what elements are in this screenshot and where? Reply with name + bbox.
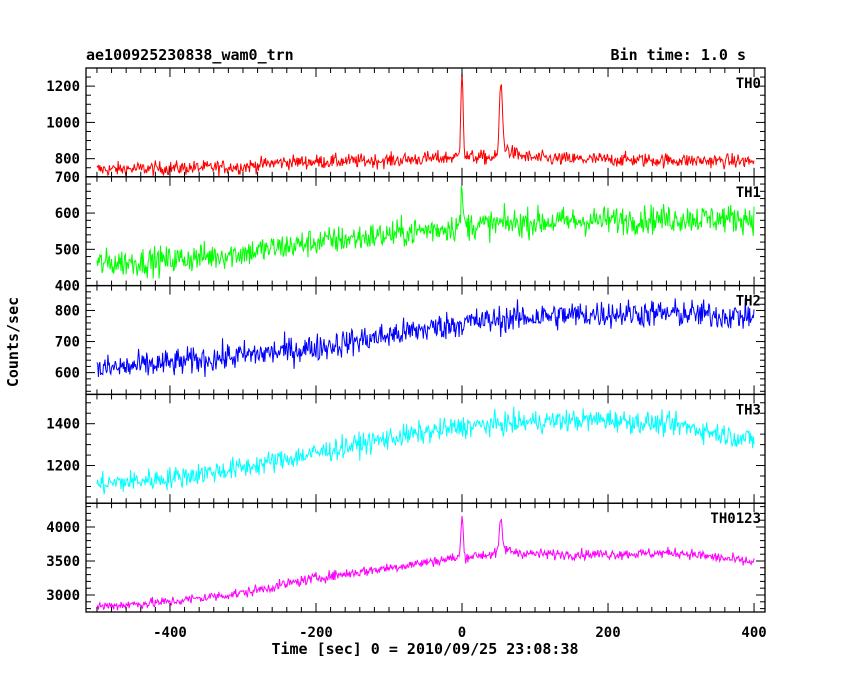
y-tick-label: 500 <box>55 242 80 258</box>
panel-label-th3: TH3 <box>736 402 761 418</box>
series-line-th3 <box>96 406 755 495</box>
y-tick-label: 700 <box>55 335 80 351</box>
y-tick-label: 600 <box>55 206 80 222</box>
y-tick-label: 1000 <box>46 115 80 131</box>
y-tick-label: 1200 <box>46 459 80 475</box>
y-tick-label: 1200 <box>46 79 80 95</box>
bin-time-label: Bin time: 1.0 s <box>611 46 746 64</box>
y-tick-label: 400 <box>55 279 80 295</box>
chart-title: ae100925230838_wam0_trn <box>86 46 294 64</box>
x-tick-label: 400 <box>741 625 766 641</box>
y-tick-label: 700 <box>55 170 80 186</box>
panel-frame-th1 <box>85 176 766 287</box>
y-tick-label: 3500 <box>46 554 80 570</box>
series-line-th0 <box>96 71 755 177</box>
y-tick-label: 4000 <box>46 520 80 536</box>
panel-frame-th2 <box>85 284 766 396</box>
y-tick-label: 800 <box>55 152 80 168</box>
panel-label-th2: TH2 <box>736 294 761 310</box>
series-line-th2 <box>96 298 755 378</box>
panel-label-th1: TH1 <box>736 185 761 201</box>
y-tick-label: 800 <box>55 303 80 319</box>
x-tick-label: -400 <box>153 625 187 641</box>
y-tick-label: 1400 <box>46 417 80 433</box>
x-tick-label: 200 <box>595 625 620 641</box>
x-tick-label: -200 <box>299 625 333 641</box>
y-axis-label: Counts/sec <box>4 297 22 387</box>
panel-frame-th0123 <box>85 502 766 613</box>
y-tick-label: 600 <box>55 366 80 382</box>
panel-label-th0123: TH0123 <box>710 511 761 527</box>
x-tick-label: 0 <box>458 625 466 641</box>
series-line-th0123 <box>96 515 755 611</box>
y-tick-label: 3000 <box>46 588 80 604</box>
x-axis-label: Time [sec] 0 = 2010/09/25 23:08:38 <box>271 640 578 658</box>
panel-frame-th3 <box>85 393 766 504</box>
series-line-th1 <box>96 185 755 279</box>
panel-label-th0: TH0 <box>736 76 761 92</box>
panels-group: 800 1000 1200 TH0 400 500 600 700 TH1 600 700 800 TH… <box>46 67 767 641</box>
